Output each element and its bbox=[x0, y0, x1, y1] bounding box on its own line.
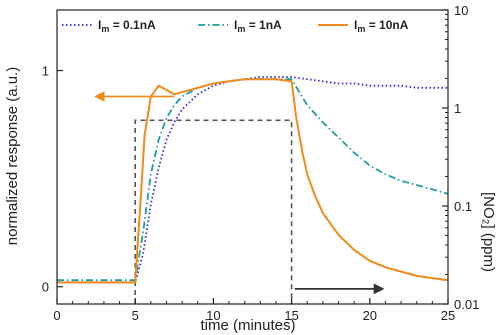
concentration-profile-line bbox=[134, 119, 293, 304]
x-tick-label: 5 bbox=[132, 308, 139, 323]
x-axis-title: time (minutes) bbox=[200, 317, 295, 334]
x-tick-label: 15 bbox=[284, 308, 298, 323]
x-tick-label: 20 bbox=[363, 308, 377, 323]
series-line-3 bbox=[57, 78, 449, 284]
axes-layer: 0 5 10 15 20 25 0 1 0.01 0.1 1 10 bbox=[42, 3, 480, 323]
legend-label-3: Im = 10nA bbox=[354, 18, 409, 34]
y-tick-label: 1 bbox=[42, 64, 49, 79]
y-axis-title: normalized response (a.u.) bbox=[4, 67, 21, 245]
y2-tick-label: 10 bbox=[454, 3, 468, 18]
x-tick-label: 0 bbox=[53, 308, 60, 323]
legend-label-1: Im = 0.1nA bbox=[98, 18, 156, 34]
plot-frame bbox=[56, 9, 449, 305]
legend: Im = 0.1nA Im = 1nA Im = 10nA bbox=[62, 18, 409, 34]
y-tick-label: 0 bbox=[42, 280, 49, 295]
plot-layer bbox=[57, 76, 449, 304]
y2-tick-label: 1 bbox=[454, 101, 461, 116]
x-tick-label: 10 bbox=[206, 308, 220, 323]
legend-label-2: Im = 1nA bbox=[234, 18, 282, 34]
x-tick-label: 25 bbox=[441, 308, 455, 323]
y2-tick-label: 0.01 bbox=[454, 297, 479, 312]
y2-tick-label: 0.1 bbox=[454, 199, 472, 214]
y2-axis-title: [NO₂] (ppm) bbox=[480, 192, 497, 272]
